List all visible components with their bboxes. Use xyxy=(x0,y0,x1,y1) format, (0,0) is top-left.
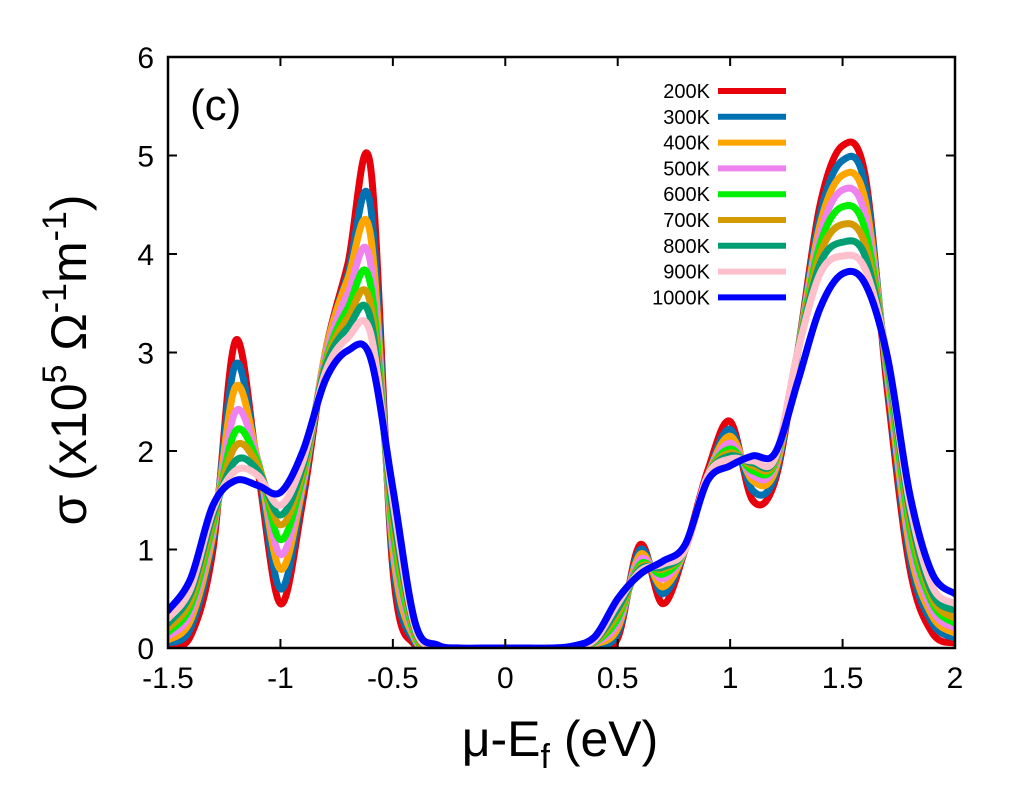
series-layer xyxy=(168,138,955,648)
series-line-300K xyxy=(168,152,955,648)
y-tick-label: 4 xyxy=(137,239,154,272)
x-tick-label: 2 xyxy=(947,662,964,695)
x-tick-label: 1 xyxy=(722,662,739,695)
panel-label: (c) xyxy=(190,81,241,130)
series-line-400K xyxy=(168,168,955,648)
y-tick-label: 3 xyxy=(137,338,154,371)
x-tick-label: -1.5 xyxy=(142,662,194,695)
x-axis-title: μ-Ef (eV) xyxy=(462,711,659,776)
tick-labels-layer: -1.5 -1 -0.5 0 0.5 1 1.5 2 0 1 2 3 4 5 6 xyxy=(137,42,963,695)
y-tick-label: 0 xyxy=(137,633,154,666)
legend: 200K 300K 400K 500K 600K 700K 800K 900K 1000K xyxy=(652,81,786,309)
legend-label: 1000K xyxy=(652,287,710,309)
legend-label: 300K xyxy=(663,107,710,129)
legend-label: 700K xyxy=(663,210,710,232)
y-tick-label: 6 xyxy=(137,42,154,75)
legend-label: 900K xyxy=(663,262,710,284)
legend-label: 200K xyxy=(663,81,710,103)
x-tick-label: -1 xyxy=(267,662,294,695)
legend-label: 500K xyxy=(663,158,710,180)
x-tick-label: 1.5 xyxy=(822,662,864,695)
ticks-layer xyxy=(167,56,956,649)
y-axis-title: σ (x105 Ω-1m-1) xyxy=(36,194,97,525)
legend-label: 600K xyxy=(663,184,710,206)
y-tick-label: 1 xyxy=(137,535,154,568)
x-tick-label: -0.5 xyxy=(367,662,419,695)
legend-label: 800K xyxy=(663,236,710,258)
y-tick-label: 5 xyxy=(137,141,154,174)
y-tick-label: 2 xyxy=(137,436,154,469)
legend-label: 400K xyxy=(663,133,710,155)
x-tick-label: 0.5 xyxy=(597,662,639,695)
x-tick-label: 0 xyxy=(497,662,514,695)
